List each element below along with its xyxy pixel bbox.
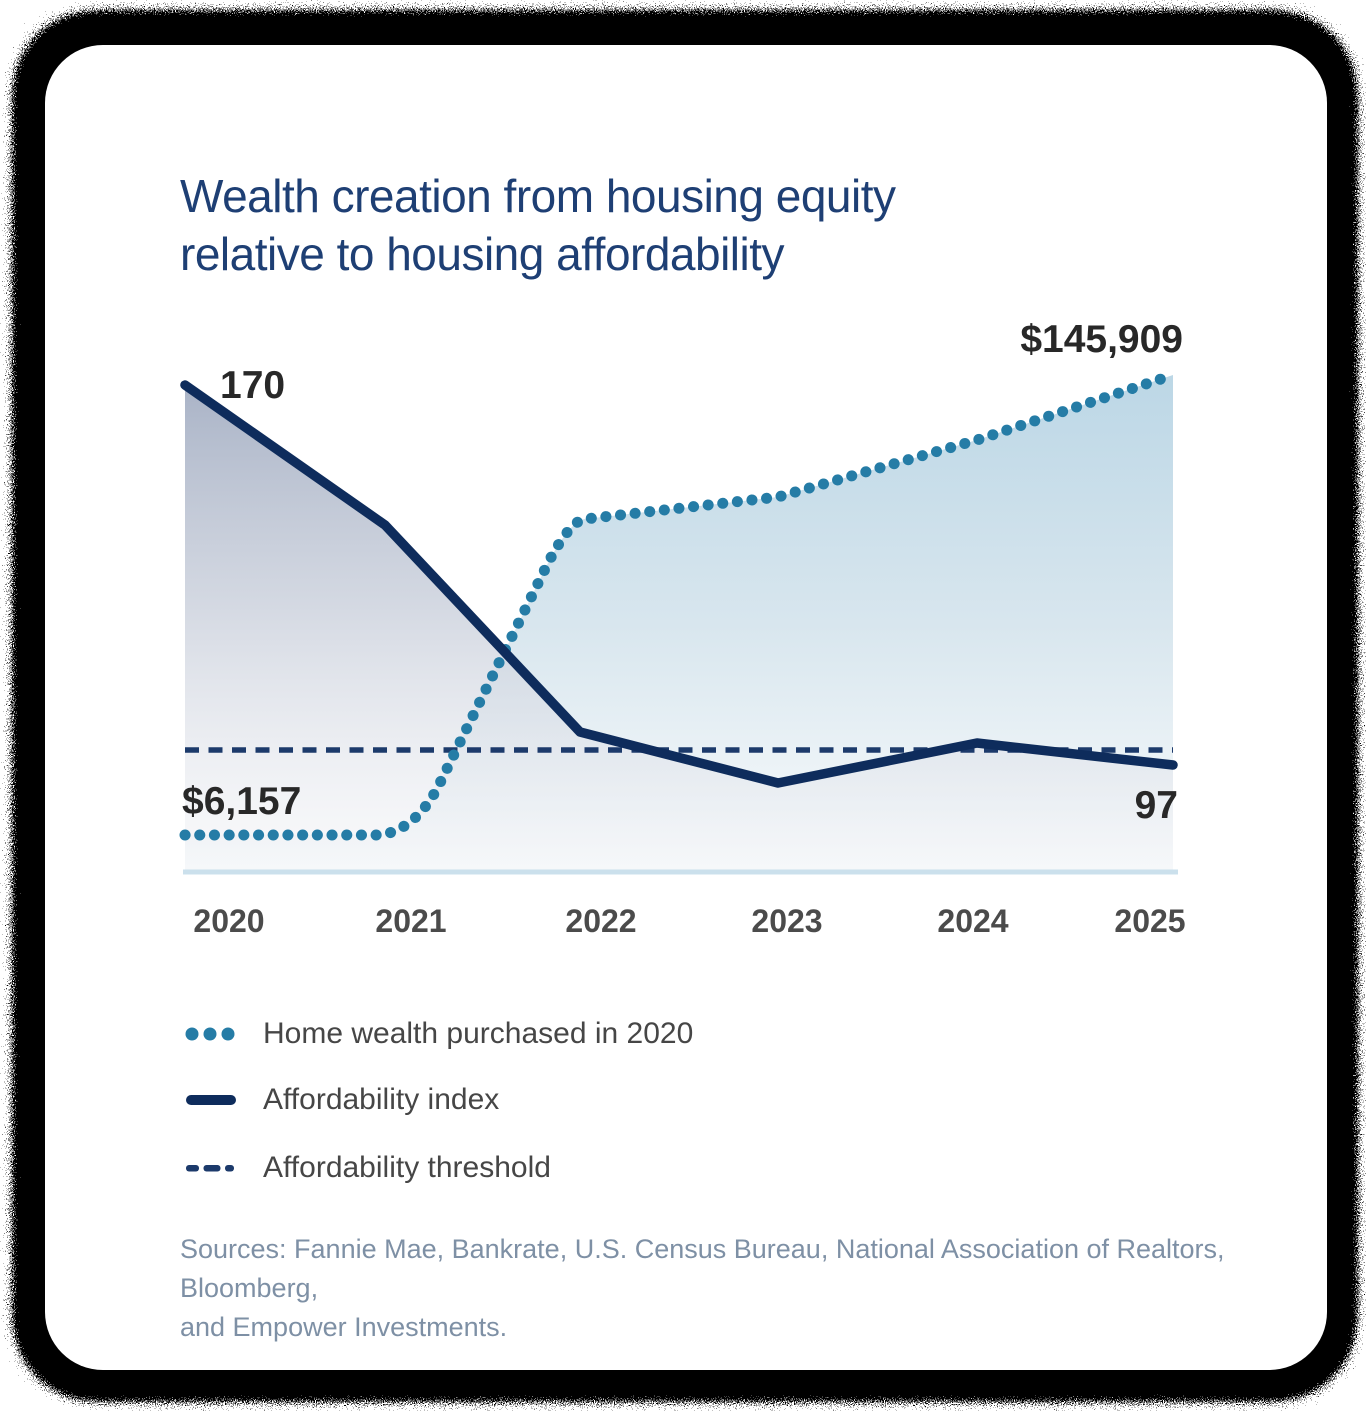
label-affordability-end: 97	[1135, 784, 1178, 827]
chart-svg: 170 $145,909 $6,157 97 2020 2021 2022 20…	[179, 318, 1186, 939]
x-tick-2024: 2024	[937, 903, 1008, 939]
legend-label-affordability-threshold: Affordability threshold	[263, 1151, 551, 1184]
chart-card: Wealth creation from housing equity rela…	[45, 45, 1327, 1370]
x-tick-2023: 2023	[751, 903, 822, 939]
x-tick-2020: 2020	[193, 903, 264, 939]
sources-line1: Sources: Fannie Mae, Bankrate, U.S. Cens…	[180, 1234, 1225, 1303]
chart-area: 170 $145,909 $6,157 97 2020 2021 2022 20…	[170, 315, 1195, 945]
x-tick-2021: 2021	[375, 903, 446, 939]
wealth-line	[179, 369, 1179, 841]
label-affordability-start: 170	[220, 364, 285, 407]
legend-item-home-wealth: Home wealth purchased in 2020	[185, 1017, 693, 1051]
navy-dashed-swatch	[186, 1165, 234, 1172]
legend-item-affordability-threshold: Affordability threshold	[185, 1151, 551, 1185]
label-wealth-end: $145,909	[1020, 318, 1183, 361]
navy-solid-swatch	[186, 1095, 236, 1105]
legend-item-affordability-index: Affordability index	[185, 1083, 499, 1117]
x-tick-2025: 2025	[1114, 903, 1185, 939]
legend-label-home-wealth: Home wealth purchased in 2020	[263, 1017, 694, 1050]
chart-title: Wealth creation from housing equity rela…	[180, 167, 1080, 283]
label-wealth-start: $6,157	[182, 780, 301, 823]
affordability-line	[180, 380, 1178, 788]
chart-title-line2: relative to housing affordability	[180, 228, 785, 280]
chart-title-line1: Wealth creation from housing equity	[180, 170, 896, 222]
x-tick-2022: 2022	[565, 903, 636, 939]
sources-line2: and Empower Investments.	[180, 1312, 508, 1342]
teal-dotted-swatch	[185, 1027, 235, 1041]
legend-label-affordability-index: Affordability index	[263, 1083, 500, 1116]
sources-note: Sources: Fannie Mae, Bankrate, U.S. Cens…	[180, 1230, 1240, 1347]
